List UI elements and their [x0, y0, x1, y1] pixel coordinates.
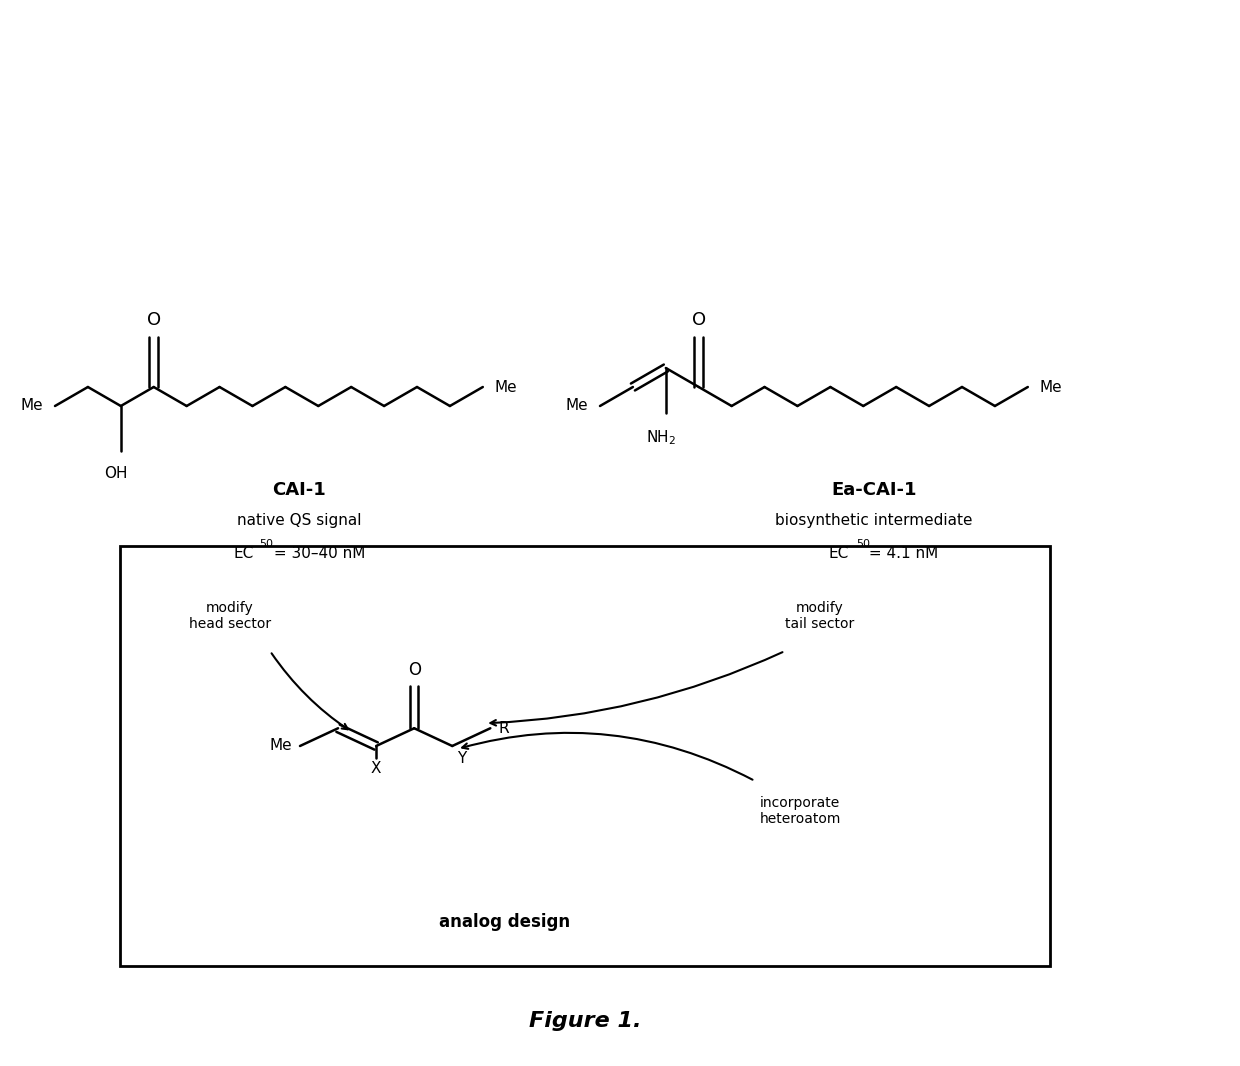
Text: OH: OH [104, 466, 128, 481]
Text: X: X [371, 761, 382, 776]
Text: Me: Me [495, 379, 517, 394]
Text: Me: Me [1040, 379, 1063, 394]
Text: biosynthetic intermediate: biosynthetic intermediate [775, 513, 972, 528]
Text: O: O [146, 311, 161, 329]
Text: = 4.1 nM: = 4.1 nM [864, 546, 939, 561]
Text: modify
head sector: modify head sector [188, 601, 272, 631]
Text: incorporate
heteroatom: incorporate heteroatom [760, 796, 842, 826]
Text: 50: 50 [856, 539, 870, 549]
Text: 50: 50 [259, 539, 273, 549]
Text: O: O [692, 311, 706, 329]
Text: CAI-1: CAI-1 [272, 481, 326, 499]
Text: EC: EC [828, 546, 849, 561]
Text: Y: Y [458, 752, 466, 766]
Text: Me: Me [20, 399, 43, 414]
Text: R: R [498, 721, 508, 736]
Text: Me: Me [565, 399, 588, 414]
FancyBboxPatch shape [120, 546, 1050, 966]
Text: Ea-CAI-1: Ea-CAI-1 [831, 481, 916, 499]
Text: native QS signal: native QS signal [237, 513, 361, 528]
Text: = 30–40 nM: = 30–40 nM [269, 546, 366, 561]
Text: O: O [408, 661, 420, 679]
Text: EC: EC [233, 546, 254, 561]
Text: modify
tail sector: modify tail sector [785, 601, 854, 631]
Text: Figure 1.: Figure 1. [528, 1011, 641, 1031]
Text: Me: Me [269, 739, 291, 754]
Text: NH$_2$: NH$_2$ [646, 429, 676, 447]
Text: analog design: analog design [439, 912, 570, 931]
